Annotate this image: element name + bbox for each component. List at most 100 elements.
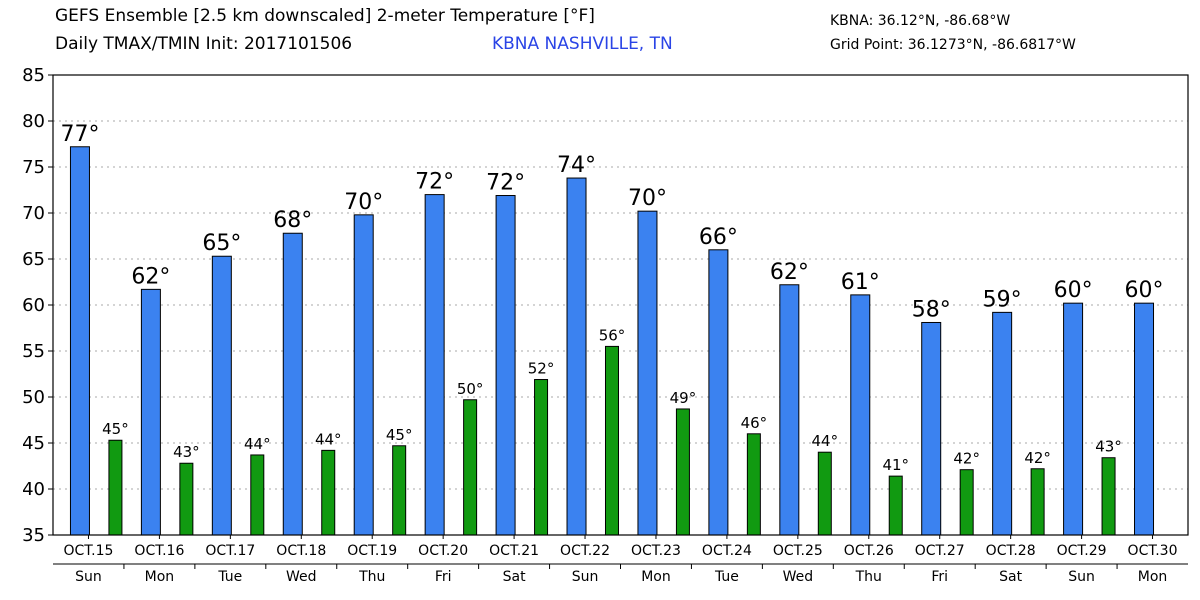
weekday-label: Mon [1138,569,1168,585]
date-label: OCT.20 [418,543,468,559]
tmin-bar [817,451,832,536]
tmin-bar [534,379,549,536]
tmax-label: 70° [628,186,667,211]
tmin-bar [604,345,619,536]
date-label: OCT.15 [63,543,113,559]
tmin-bar [108,439,123,536]
tmin-label: 42° [953,450,980,468]
tmin-bar [392,445,407,536]
tmin-label: 44° [315,430,342,448]
tmin-label: 50° [457,380,484,398]
tmin-label: 43° [173,443,200,461]
weekday-label: Sun [1068,569,1095,585]
tmin-label: 41° [882,456,909,474]
tmax-bar [140,288,161,536]
tmax-label: 66° [699,225,738,250]
weekday-label: Thu [855,569,882,585]
tmax-bar [1134,302,1155,536]
weekday-label: Sun [75,569,102,585]
chart-title: GEFS Ensemble [2.5 km downscaled] 2-mete… [55,6,595,26]
tmax-label: 68° [273,208,312,233]
tmin-label: 45° [102,420,129,438]
tmax-bar [495,195,516,536]
date-label: OCT.30 [1128,543,1178,559]
tmin-label: 46° [741,414,768,432]
weekday-label: Thu [358,569,385,585]
date-label: OCT.16 [134,543,184,559]
date-label: OCT.21 [489,543,539,559]
tmax-label: 70° [344,190,383,215]
tmax-bar [1063,302,1084,536]
weekday-label: Sat [999,569,1022,585]
tmin-label: 52° [528,360,555,378]
tmax-bar [566,177,587,536]
tmin-bar [746,433,761,536]
date-label: OCT.29 [1057,543,1107,559]
date-label: OCT.22 [560,543,610,559]
tmin-bar [888,475,903,536]
tmin-label: 43° [1095,438,1122,456]
tmax-label: 62° [770,260,809,285]
tmax-bar [211,255,232,536]
tmax-label: 72° [415,170,454,195]
tmax-label: 62° [131,264,170,289]
tmin-bar [463,399,478,536]
weekday-label: Fri [931,569,948,585]
tmin-bar [1101,457,1116,536]
tmax-label: 77° [60,122,99,147]
date-label: OCT.25 [773,543,823,559]
tmax-bar [282,232,303,536]
weekday-label: Wed [783,569,814,585]
tmax-bar [708,249,729,536]
tmax-label: 65° [202,231,241,256]
tmax-bar [637,210,658,536]
y-tick-label: 45 [22,433,45,454]
tmax-bar [69,146,90,536]
station-coordinates: KBNA: 36.12°N, -86.68°W [830,13,1011,29]
tmax-bar [424,194,445,536]
y-tick-label: 65 [22,249,45,270]
grid-point-coordinates: Grid Point: 36.1273°N, -86.6817°W [830,37,1076,53]
tmin-bar [675,408,690,536]
tmin-label: 49° [670,389,697,407]
tmax-bar [353,214,374,536]
weekday-label: Sat [503,569,526,585]
tmin-bar [1030,468,1045,536]
tmin-label: 56° [599,326,626,344]
tmax-label: 60° [1054,278,1093,303]
weekday-label: Mon [641,569,671,585]
tmin-label: 45° [386,426,413,444]
tmax-label: 72° [486,171,525,196]
date-label: OCT.26 [844,543,894,559]
y-tick-label: 55 [22,341,45,362]
tmax-bar [850,294,871,536]
tmax-label: 74° [557,153,596,178]
y-tick-label: 40 [22,479,45,500]
tmax-bar [921,321,942,536]
tmin-bar [959,469,974,536]
weekday-label: Tue [217,569,242,585]
y-tick-label: 50 [22,387,45,408]
station-name: KBNA NASHVILLE, TN [492,34,673,54]
tmin-bar [250,454,265,536]
tmin-bar [179,462,194,536]
tmin-label: 42° [1024,449,1051,467]
weekday-label: Mon [145,569,175,585]
y-tick-label: 70 [22,203,45,224]
tmax-label: 60° [1125,278,1164,303]
date-label: OCT.27 [915,543,965,559]
date-label: OCT.19 [347,543,397,559]
tmax-bar [779,284,800,536]
tmax-label: 61° [841,270,880,295]
date-label: OCT.17 [205,543,255,559]
y-tick-label: 75 [22,157,45,178]
y-tick-label: 60 [22,295,45,316]
chart-subtitle: Daily TMAX/TMIN Init: 2017101506 [55,34,353,54]
tmax-label: 58° [912,297,951,322]
date-label: OCT.28 [986,543,1036,559]
date-label: OCT.18 [276,543,326,559]
tmax-label: 59° [983,287,1022,312]
date-label: OCT.23 [631,543,681,559]
plot-frame [52,74,1189,536]
